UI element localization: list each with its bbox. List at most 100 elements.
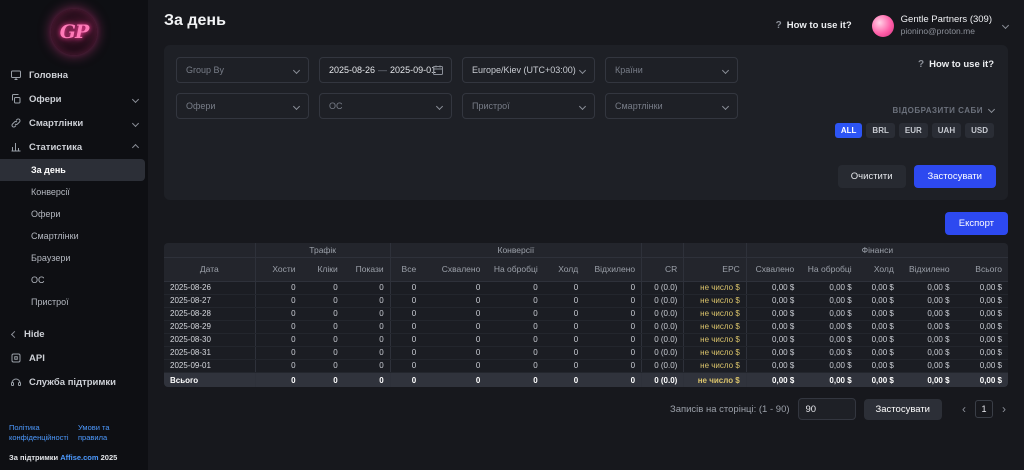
value-cell: 0 <box>255 307 301 320</box>
filters-how-to-link[interactable]: ? How to use it? <box>918 59 994 70</box>
value-cell: 0 <box>255 346 301 359</box>
sidebar-subitem[interactable]: ОС <box>0 269 148 291</box>
value-cell: 0 <box>486 346 543 359</box>
export-button[interactable]: Експорт <box>945 212 1008 235</box>
value-cell: 0 <box>422 281 486 294</box>
app-window: GP Головна Офери Смартлінки Статистика <box>0 0 1024 470</box>
sidebar-subitem[interactable]: Конверсії <box>0 181 148 203</box>
currency-chip[interactable]: BRL <box>866 123 894 138</box>
per-page-input[interactable] <box>798 398 856 420</box>
total-cell: 0,00 $ <box>800 372 857 387</box>
sidebar-item-support[interactable]: Служба підтримки <box>0 370 148 394</box>
current-page-button[interactable]: 1 <box>975 400 993 418</box>
logo-circle: GP <box>51 9 97 55</box>
table-group-header: Трафік Конверсії Фінанси <box>164 243 1008 257</box>
value-cell: 0 (0.0) <box>642 320 684 333</box>
offers-select[interactable]: Офери <box>176 93 309 119</box>
value-cell: 0 <box>344 359 390 372</box>
chevron-down-icon <box>579 103 586 110</box>
chevron-down-icon <box>436 103 443 110</box>
sidebar-subitem[interactable]: Смартлінки <box>0 225 148 247</box>
terms-link[interactable]: Умови та правила <box>78 423 139 443</box>
sidebar-item-smartlinks[interactable]: Смартлінки <box>0 111 148 135</box>
value-cell: 0,00 $ <box>900 281 956 294</box>
chevron-down-icon <box>1002 22 1009 29</box>
show-subs-toggle[interactable]: ВІДОБРАЗИТИ САБИ <box>892 106 994 115</box>
group-by-select[interactable]: Group By <box>176 57 309 83</box>
chevron-down-icon <box>132 119 139 126</box>
value-cell: 0,00 $ <box>858 346 900 359</box>
value-cell: 0,00 $ <box>858 333 900 346</box>
total-cell: не число $ <box>684 372 746 387</box>
value-cell: 0,00 $ <box>900 333 956 346</box>
value-cell: не число $ <box>684 281 746 294</box>
currency-chip[interactable]: USD <box>965 123 994 138</box>
currency-chip[interactable]: ALL <box>835 123 863 138</box>
sidebar-menu: Головна Офери Смартлінки Статистика За д… <box>0 63 148 417</box>
value-cell: 0 <box>584 294 641 307</box>
powered-by: За підтримки Affise.com 2025 <box>9 453 139 462</box>
value-cell: 0 <box>302 307 344 320</box>
total-cell: 0,00 $ <box>858 372 900 387</box>
select-placeholder: Країни <box>615 65 643 75</box>
powered-year: 2025 <box>101 453 118 462</box>
value-cell: 0,00 $ <box>800 359 857 372</box>
select-placeholder: ОС <box>329 101 343 111</box>
currency-chip[interactable]: EUR <box>899 123 928 138</box>
os-select[interactable]: ОС <box>319 93 452 119</box>
date-range-input[interactable]: 2025-08-26 — 2025-09-01 <box>319 57 452 83</box>
sidebar-item-home[interactable]: Головна <box>0 63 148 87</box>
sidebar-subitem[interactable]: Пристрої <box>0 291 148 313</box>
sidebar-subitem[interactable]: Офери <box>0 203 148 225</box>
value-cell: 0 <box>390 281 422 294</box>
table-row: 2025-08-31000000000 (0.0)не число $0,00 … <box>164 346 1008 359</box>
value-cell: не число $ <box>684 333 746 346</box>
value-cell: 0 <box>584 333 641 346</box>
value-cell: 0 <box>544 307 585 320</box>
timezone-select[interactable]: Europe/Kiev (UTC+03:00) <box>462 57 595 83</box>
clear-button[interactable]: Очистити <box>838 165 906 188</box>
sidebar-item-offers[interactable]: Офери <box>0 87 148 111</box>
value-cell: 0 <box>422 346 486 359</box>
total-cell: 0,00 $ <box>900 372 956 387</box>
currency-chip[interactable]: UAH <box>932 123 961 138</box>
affise-link[interactable]: Affise.com <box>60 453 98 462</box>
value-cell: 0 <box>544 333 585 346</box>
sidebar-item-api[interactable]: API <box>0 346 148 370</box>
main-content: За день ? How to use it? Gentle Partners… <box>148 0 1024 470</box>
value-cell: 0 <box>255 333 301 346</box>
table-body: 2025-08-26000000000 (0.0)не число $0,00 … <box>164 281 1008 372</box>
value-cell: 0 <box>302 320 344 333</box>
value-cell: 0,00 $ <box>800 307 857 320</box>
date-cell: 2025-08-28 <box>164 307 255 320</box>
sidebar-item-statistics[interactable]: Статистика <box>0 135 148 159</box>
prev-page-button[interactable]: ‹ <box>960 403 968 415</box>
select-placeholder: Group By <box>186 65 224 75</box>
value-cell: 0 <box>344 294 390 307</box>
value-cell: 0,00 $ <box>858 281 900 294</box>
value-cell: 0,00 $ <box>746 359 800 372</box>
apply-filters-button[interactable]: Застосувати <box>914 165 996 188</box>
value-cell: 0 <box>584 359 641 372</box>
value-cell: 0 <box>344 281 390 294</box>
sidebar-item-hide[interactable]: Hide <box>0 323 148 346</box>
sidebar-subitem[interactable]: Браузери <box>0 247 148 269</box>
devices-select[interactable]: Пристрої <box>462 93 595 119</box>
privacy-policy-link[interactable]: Політика конфіденційності <box>9 423 70 443</box>
value-cell: 0,00 $ <box>800 333 857 346</box>
table-row: 2025-08-30000000000 (0.0)не число $0,00 … <box>164 333 1008 346</box>
smartlinks-select[interactable]: Смартлінки <box>605 93 738 119</box>
value-cell: 0 <box>486 281 543 294</box>
column-header: Схвалено <box>422 257 486 281</box>
sidebar-item-label: Служба підтримки <box>29 377 116 388</box>
offers-icon <box>10 93 22 105</box>
pagination-apply-button[interactable]: Застосувати <box>864 399 942 420</box>
next-page-button[interactable]: › <box>1000 403 1008 415</box>
calendar-icon <box>432 64 444 76</box>
brand-logo[interactable]: GP <box>0 0 148 59</box>
countries-select[interactable]: Країни <box>605 57 738 83</box>
account-menu[interactable]: Gentle Partners (309) pionino@proton.me <box>872 14 1008 37</box>
how-to-use-link[interactable]: ? How to use it? <box>776 20 852 31</box>
value-cell: 0 <box>344 320 390 333</box>
sidebar-subitem[interactable]: За день <box>0 159 145 181</box>
